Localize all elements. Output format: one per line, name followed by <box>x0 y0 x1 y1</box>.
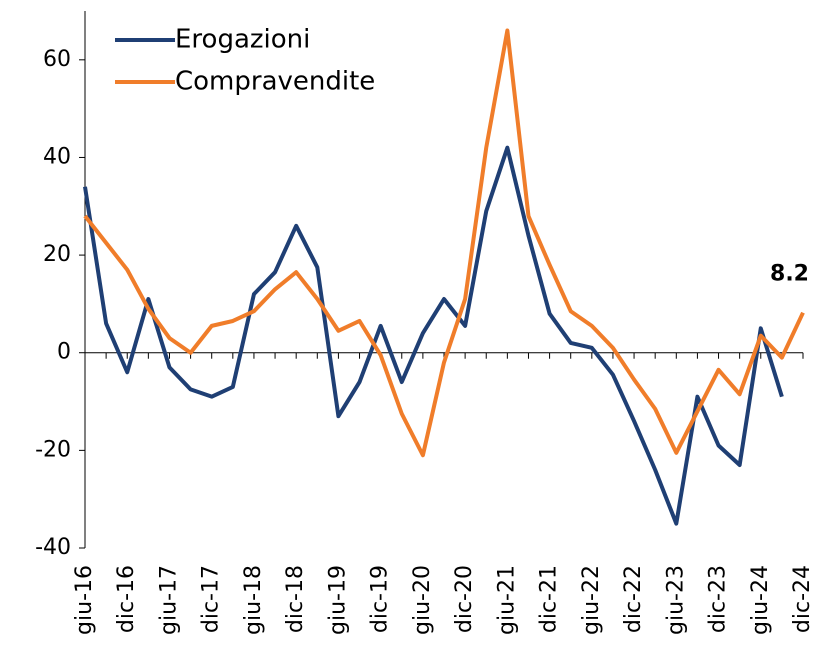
y-tick-label: 20 <box>43 242 71 267</box>
data-label: 8.2 <box>770 262 809 287</box>
x-tick-label: dic-24 <box>790 565 815 633</box>
x-tick-label: dic-17 <box>199 565 224 633</box>
series-line <box>83 28 805 458</box>
x-tick-label: giu-19 <box>325 565 350 635</box>
x-tick-label: dic-18 <box>283 565 308 633</box>
x-tick-label: giu-21 <box>494 565 519 635</box>
y-tick-label: -40 <box>35 535 71 560</box>
x-tick-label: dic-20 <box>452 565 477 633</box>
x-tick-label: giu-18 <box>241 565 266 635</box>
x-tick-label: dic-19 <box>368 565 393 633</box>
x-tick-label: giu-17 <box>156 565 181 635</box>
x-tick-label: dic-22 <box>621 565 646 633</box>
x-tick-label: giu-24 <box>748 565 773 635</box>
y-tick-label: 0 <box>57 340 71 365</box>
y-tick-label: -20 <box>35 437 71 462</box>
x-tick-label: dic-23 <box>706 565 731 633</box>
x-tick-label: giu-20 <box>410 565 435 635</box>
legend-label: Erogazioni <box>175 25 310 55</box>
x-tick-label: dic-21 <box>537 565 562 633</box>
x-tick-label: dic-16 <box>114 565 139 633</box>
legend-label: Compravendite <box>175 67 375 97</box>
x-tick-label: giu-22 <box>579 565 604 635</box>
y-tick-label: 40 <box>43 144 71 169</box>
y-tick-label: 60 <box>43 47 71 72</box>
series-line <box>83 145 784 526</box>
x-tick-label: giu-16 <box>72 565 97 635</box>
x-tick-label: giu-23 <box>663 565 688 635</box>
